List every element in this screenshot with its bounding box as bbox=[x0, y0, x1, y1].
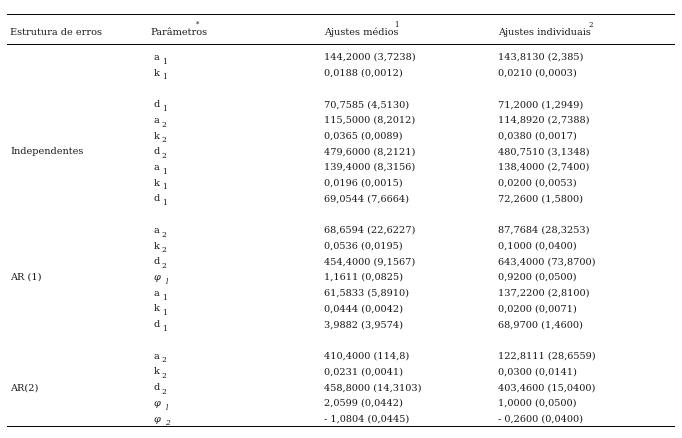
Text: 403,4600 (15,0400): 403,4600 (15,0400) bbox=[498, 382, 595, 391]
Text: 122,8111 (28,6559): 122,8111 (28,6559) bbox=[498, 351, 595, 360]
Text: 139,4000 (8,3156): 139,4000 (8,3156) bbox=[324, 162, 415, 172]
Text: 0,0196 (0,0015): 0,0196 (0,0015) bbox=[324, 178, 403, 187]
Text: 72,2600 (1,5800): 72,2600 (1,5800) bbox=[498, 194, 583, 203]
Text: - 0,2600 (0,0400): - 0,2600 (0,0400) bbox=[498, 413, 583, 423]
Text: a: a bbox=[154, 351, 160, 360]
Text: 0,0200 (0,0071): 0,0200 (0,0071) bbox=[498, 304, 577, 313]
Text: 115,5000 (8,2012): 115,5000 (8,2012) bbox=[324, 116, 415, 124]
Text: 2: 2 bbox=[162, 120, 167, 128]
Text: 0,1000 (0,0400): 0,1000 (0,0400) bbox=[498, 241, 577, 250]
Text: k: k bbox=[154, 367, 160, 375]
Text: 2: 2 bbox=[162, 356, 167, 364]
Text: AR(2): AR(2) bbox=[10, 382, 39, 391]
Text: 0,0231 (0,0041): 0,0231 (0,0041) bbox=[324, 367, 403, 375]
Text: a: a bbox=[154, 53, 160, 62]
Text: 480,7510 (3,1348): 480,7510 (3,1348) bbox=[498, 147, 589, 156]
Text: a: a bbox=[154, 225, 160, 234]
Text: 1: 1 bbox=[162, 167, 167, 175]
Text: φ: φ bbox=[154, 398, 161, 407]
Text: 0,0365 (0,0089): 0,0365 (0,0089) bbox=[324, 131, 403, 140]
Text: 114,8920 (2,7388): 114,8920 (2,7388) bbox=[498, 116, 589, 124]
Text: 70,7585 (4,5130): 70,7585 (4,5130) bbox=[324, 100, 409, 109]
Text: 71,2000 (1,2949): 71,2000 (1,2949) bbox=[498, 100, 583, 109]
Text: k: k bbox=[154, 131, 160, 140]
Text: d: d bbox=[154, 100, 160, 109]
Text: a: a bbox=[154, 162, 160, 172]
Text: 643,4000 (73,8700): 643,4000 (73,8700) bbox=[498, 257, 595, 266]
Text: φ: φ bbox=[154, 272, 161, 281]
Text: l: l bbox=[165, 403, 168, 411]
Text: 2: 2 bbox=[162, 387, 167, 395]
Text: 1: 1 bbox=[162, 73, 167, 81]
Text: 1: 1 bbox=[162, 199, 167, 207]
Text: 0,0444 (0,0042): 0,0444 (0,0042) bbox=[324, 304, 403, 313]
Text: 2,0599 (0,0442): 2,0599 (0,0442) bbox=[324, 398, 403, 407]
Text: Ajustes individuais: Ajustes individuais bbox=[498, 28, 591, 37]
Text: l: l bbox=[165, 277, 168, 285]
Text: Estrutura de erros: Estrutura de erros bbox=[10, 28, 102, 37]
Text: 1: 1 bbox=[162, 105, 167, 113]
Text: k: k bbox=[154, 241, 160, 250]
Text: 0,0210 (0,0003): 0,0210 (0,0003) bbox=[498, 68, 577, 78]
Text: d: d bbox=[154, 382, 160, 391]
Text: d: d bbox=[154, 257, 160, 266]
Text: 1: 1 bbox=[162, 183, 167, 191]
Text: d: d bbox=[154, 319, 160, 328]
Text: 2: 2 bbox=[589, 21, 593, 28]
Text: a: a bbox=[154, 288, 160, 297]
Text: 0,0536 (0,0195): 0,0536 (0,0195) bbox=[324, 241, 403, 250]
Text: 0,0380 (0,0017): 0,0380 (0,0017) bbox=[498, 131, 577, 140]
Text: 2: 2 bbox=[162, 371, 167, 379]
Text: a: a bbox=[154, 116, 160, 124]
Text: 0,0188 (0,0012): 0,0188 (0,0012) bbox=[324, 68, 403, 78]
Text: 68,9700 (1,4600): 68,9700 (1,4600) bbox=[498, 319, 583, 328]
Text: 2: 2 bbox=[165, 418, 170, 426]
Text: 87,7684 (28,3253): 87,7684 (28,3253) bbox=[498, 225, 589, 234]
Text: 143,8130 (2,385): 143,8130 (2,385) bbox=[498, 53, 583, 62]
Text: 2: 2 bbox=[162, 136, 167, 144]
Text: 410,4000 (114,8): 410,4000 (114,8) bbox=[324, 351, 409, 360]
Text: 1: 1 bbox=[394, 21, 399, 28]
Text: Ajustes médios: Ajustes médios bbox=[324, 28, 399, 37]
Text: 1: 1 bbox=[162, 308, 167, 317]
Text: 61,5833 (5,8910): 61,5833 (5,8910) bbox=[324, 288, 409, 297]
Text: 1,0000 (0,0500): 1,0000 (0,0500) bbox=[498, 398, 576, 407]
Text: 0,9200 (0,0500): 0,9200 (0,0500) bbox=[498, 272, 576, 281]
Text: *: * bbox=[196, 21, 199, 28]
Text: 144,2000 (3,7238): 144,2000 (3,7238) bbox=[324, 53, 416, 62]
Text: 1: 1 bbox=[162, 57, 167, 66]
Text: 2: 2 bbox=[162, 261, 167, 269]
Text: d: d bbox=[154, 194, 160, 203]
Text: 138,4000 (2,7400): 138,4000 (2,7400) bbox=[498, 162, 589, 172]
Text: Independentes: Independentes bbox=[10, 147, 83, 156]
Text: Parâmetros: Parâmetros bbox=[151, 28, 207, 37]
Text: 1: 1 bbox=[162, 324, 167, 332]
Text: 1: 1 bbox=[162, 293, 167, 301]
Text: k: k bbox=[154, 304, 160, 313]
Text: 458,8000 (14,3103): 458,8000 (14,3103) bbox=[324, 382, 421, 391]
Text: 69,0544 (7,6664): 69,0544 (7,6664) bbox=[324, 194, 409, 203]
Text: d: d bbox=[154, 147, 160, 156]
Text: 1,1611 (0,0825): 1,1611 (0,0825) bbox=[324, 272, 403, 281]
Text: 2: 2 bbox=[162, 230, 167, 238]
Text: AR (1): AR (1) bbox=[10, 272, 42, 281]
Text: 3,9882 (3,9574): 3,9882 (3,9574) bbox=[324, 319, 403, 328]
Text: k: k bbox=[154, 68, 160, 78]
Text: 68,6594 (22,6227): 68,6594 (22,6227) bbox=[324, 225, 415, 234]
Text: 0,0300 (0,0141): 0,0300 (0,0141) bbox=[498, 367, 577, 375]
Text: 479,6000 (8,2121): 479,6000 (8,2121) bbox=[324, 147, 415, 156]
Text: 137,2200 (2,8100): 137,2200 (2,8100) bbox=[498, 288, 589, 297]
Text: φ: φ bbox=[154, 413, 161, 423]
Text: - 1,0804 (0,0445): - 1,0804 (0,0445) bbox=[324, 413, 409, 423]
Text: 2: 2 bbox=[162, 246, 167, 254]
Text: 2: 2 bbox=[162, 152, 167, 160]
Text: 0,0200 (0,0053): 0,0200 (0,0053) bbox=[498, 178, 577, 187]
Text: 454,4000 (9,1567): 454,4000 (9,1567) bbox=[324, 257, 415, 266]
Text: k: k bbox=[154, 178, 160, 187]
